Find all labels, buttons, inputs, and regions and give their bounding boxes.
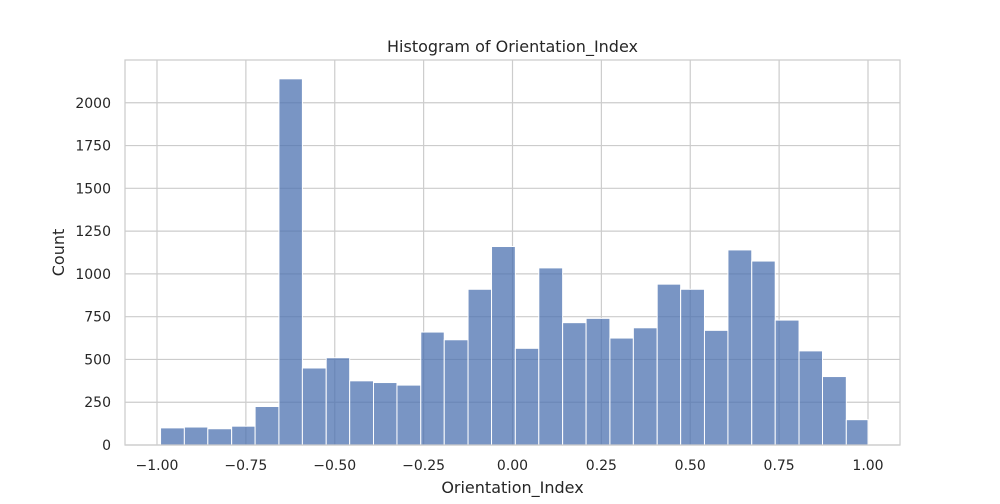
y-tick-label: 500 [84,352,111,368]
x-tick-label: −1.00 [136,458,179,474]
histogram-bar [396,384,422,446]
histogram-bar [420,331,445,446]
x-tick-label: −0.25 [402,458,445,474]
histogram-bar [301,367,327,446]
y-tick-labels: 0 250 500 750 1000 1250 1500 1750 2000 [75,96,111,454]
y-tick-label: 750 [84,310,111,326]
histogram-bar [491,246,516,446]
x-tick-label: 0.75 [764,458,795,474]
histogram-bar [822,376,847,446]
histogram-bar [703,329,729,446]
x-tick-label: −0.50 [313,458,356,474]
y-tick-label: 250 [84,395,111,411]
chart-title: Histogram of Orientation_Index [387,37,638,57]
histogram-bar [585,317,611,446]
histogram-bar [349,380,374,446]
histogram-bar [656,283,682,446]
histogram-bar [443,339,469,446]
histogram-bar [372,382,398,446]
histogram-bar [798,350,823,446]
histogram-bar [231,425,256,446]
bar-layer [160,78,869,446]
y-tick-label: 1250 [75,224,111,240]
x-tick-label: 0.00 [497,458,528,474]
histogram-bar [609,337,634,446]
histogram-bar [514,347,540,446]
histogram-bar [538,267,564,446]
histogram-bar [207,428,233,446]
y-tick-label: 0 [102,438,111,454]
histogram-bar [845,419,869,446]
histogram-bar [751,260,776,446]
y-tick-label: 1000 [75,267,111,283]
histogram-bar [727,249,753,446]
y-tick-label: 2000 [75,96,111,112]
y-tick-label: 1500 [75,181,111,197]
x-tick-label: 0.50 [675,458,706,474]
histogram-bar [183,426,209,446]
histogram-bar [254,406,280,446]
x-tick-label: 0.25 [586,458,617,474]
histogram-bar [467,288,493,446]
histogram-bar [680,288,705,446]
histogram-bar [632,327,658,446]
histogram-bar [160,427,185,446]
histogram-bar [325,357,351,446]
x-tick-label: 1.00 [852,458,883,474]
histogram-bar [562,322,587,446]
x-tick-label: −0.75 [224,458,267,474]
x-tick-labels: −1.00 −0.75 −0.50 −0.25 0.00 0.25 0.50 0.75 1.00 [136,458,884,474]
y-axis-label: Count [49,229,68,277]
y-tick-label: 1750 [75,139,111,155]
histogram-bar [278,78,303,446]
histogram-bar [774,319,800,446]
plot-frame [124,59,901,446]
x-axis-label: Orientation_Index [441,478,583,498]
